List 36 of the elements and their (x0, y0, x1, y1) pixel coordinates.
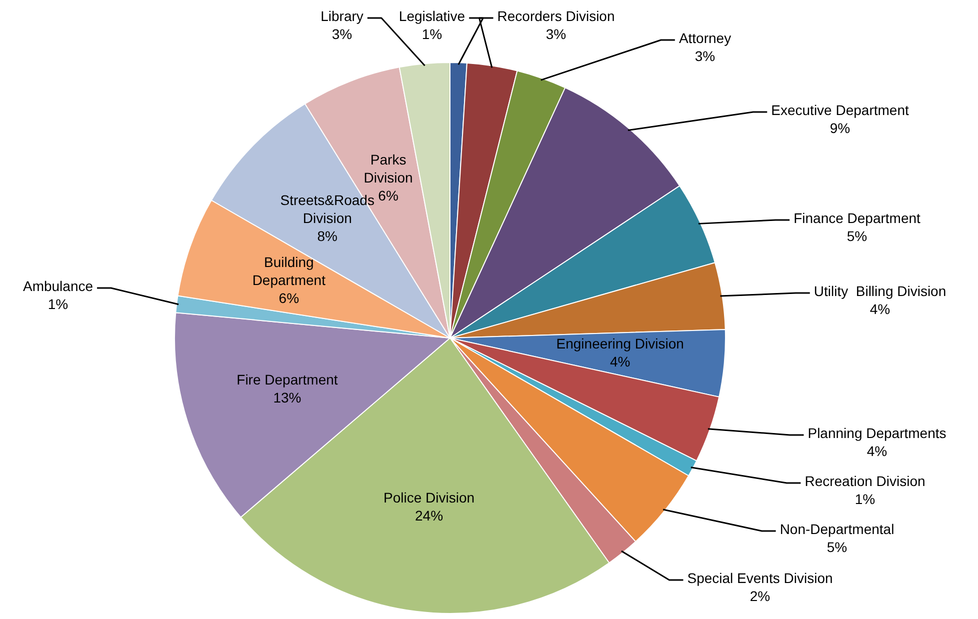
slice-label: Planning Departments (808, 424, 946, 441)
data-label: 6% (378, 188, 398, 204)
slice-label: Legislative (398, 8, 466, 24)
slice-label: Non-Departmental (780, 520, 894, 537)
slice-label: Attorney (678, 30, 732, 46)
data-label: 3% (694, 48, 716, 64)
slice-label: Finance Department (794, 210, 921, 226)
data-label: 3% (546, 26, 566, 42)
data-label: 2% (750, 588, 770, 604)
slice-label: Recreation Division (804, 472, 926, 489)
data-label: 1% (422, 26, 442, 42)
slice-label: Building Department (252, 254, 326, 288)
slice-label: Ambulance (22, 278, 94, 294)
data-label: 6% (278, 290, 300, 306)
slice-label: Police Division (383, 489, 475, 506)
data-label: 4% (870, 300, 890, 317)
slice-label: Utility Billing Division (814, 282, 946, 299)
data-label: 24% (414, 507, 444, 524)
data-label: 4% (866, 442, 888, 459)
data-label: 13% (273, 390, 302, 406)
slice-label: Parks Division (364, 152, 413, 186)
slice-label: Engineering Division (556, 336, 684, 352)
slice-label: Special Events Division (687, 570, 833, 586)
slice-label: Streets&Roads Division (280, 192, 374, 226)
data-label: 5% (846, 228, 868, 244)
slice-label: Library (320, 8, 364, 24)
slice-label: Recorders Division (497, 8, 615, 24)
data-label: 5% (826, 538, 848, 555)
slice-label: Fire Department (236, 372, 338, 388)
data-label: 9% (830, 120, 850, 136)
data-label: 1% (48, 296, 68, 312)
data-label: 3% (332, 26, 352, 42)
data-label: 8% (317, 228, 338, 244)
data-label: 1% (854, 490, 876, 507)
data-label: 4% (610, 354, 630, 370)
slice-label: Executive Department (771, 102, 909, 118)
